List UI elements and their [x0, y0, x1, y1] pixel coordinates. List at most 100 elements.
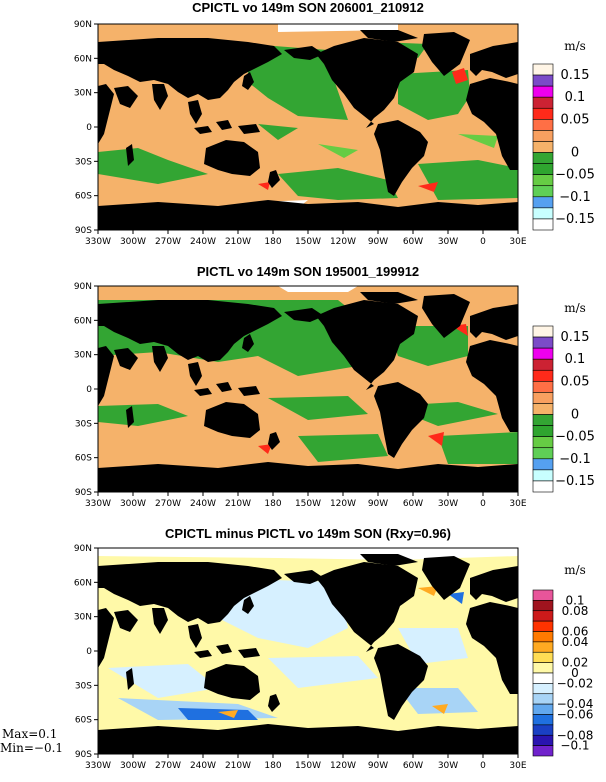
lon-label: 0: [480, 237, 486, 247]
colorbar-label: −0.15: [555, 212, 595, 227]
colorbar-swatch: [532, 96, 554, 109]
panel-3-colorbar: 0.10.08 0.060.04 0.020−0.02 −0.04−0.06 −0.08…: [532, 589, 594, 757]
colorbar-swatch: [532, 325, 554, 338]
colorbar-label: 0: [571, 146, 579, 161]
lat-label: 30S: [75, 419, 92, 429]
lon-label: 180: [264, 499, 281, 509]
colorbar-swatch: [532, 600, 554, 612]
colorbar-swatch: [532, 392, 554, 404]
lon-label: 30E: [509, 237, 526, 247]
lat-label: 90S: [75, 226, 92, 236]
colorbar-swatch: [532, 74, 554, 87]
lon-label: 30W: [438, 761, 458, 771]
colorbar-swatch: [532, 381, 554, 393]
lon-label: 330W: [85, 237, 111, 247]
lat-label: 30N: [74, 351, 92, 361]
lon-label: 240W: [190, 237, 216, 247]
colorbar-label: −0.08: [557, 728, 594, 742]
colorbar-label: 0.1: [565, 352, 586, 367]
lon-label: 60W: [403, 761, 423, 771]
lon-label: 150W: [295, 761, 321, 771]
colorbar-swatch: [532, 130, 554, 142]
colorbar-swatch: [532, 610, 554, 622]
lon-label: 240W: [190, 761, 216, 771]
lat-label: 60S: [75, 454, 92, 464]
colorbar-swatch: [532, 458, 554, 471]
colorbar-swatch: [532, 152, 554, 164]
panel-3-weak-negative: [108, 578, 468, 698]
lon-label: 210W: [225, 499, 251, 509]
panel-3-title: CPICTL minus PICTL vo 149m SON (Rxy=0.96…: [165, 526, 451, 541]
lat-label: 0: [86, 647, 92, 657]
lon-label: 0: [480, 499, 486, 509]
lon-label: 270W: [155, 237, 181, 247]
colorbar-swatch: [532, 163, 554, 175]
colorbar-swatch: [532, 336, 554, 349]
lon-label: 330W: [85, 499, 111, 509]
colorbar-swatch: [532, 672, 554, 684]
max-stat: Max=0.1: [2, 727, 57, 741]
colorbar-label: 0: [571, 408, 579, 423]
lon-label: 180: [264, 237, 281, 247]
lon-label: 90W: [368, 499, 388, 509]
colorbar-label: 0.1: [565, 90, 586, 105]
lon-label: 90W: [368, 237, 388, 247]
colorbar-swatch: [532, 347, 554, 360]
colorbar-swatch: [532, 403, 554, 415]
colorbar-label: 0: [571, 666, 579, 680]
colorbar-label: 0.06: [562, 625, 589, 639]
map-panel-3: CPICTL minus PICTL vo 149m SON (Rxy=0.96…: [97, 526, 594, 757]
colorbar-label: 0.15: [561, 68, 590, 83]
lon-label: 180: [264, 761, 281, 771]
colorbar-swatch: [532, 651, 554, 663]
colorbar-swatch: [532, 620, 554, 632]
lat-label: 30S: [75, 157, 92, 167]
colorbar-label: 0.02: [562, 656, 589, 670]
panel-1-title: CPICTL vo 149m SON 206001_210912: [192, 0, 424, 15]
lat-label: 90N: [74, 282, 92, 292]
lon-label: 150W: [295, 237, 321, 247]
lat-label: 60N: [74, 54, 92, 64]
colorbar-swatch: [532, 447, 554, 460]
lat-label: 60N: [74, 316, 92, 326]
colorbar-label: −0.06: [557, 708, 594, 722]
colorbar-swatch: [532, 745, 554, 757]
lat-label: 30N: [74, 613, 92, 623]
colorbar-label: −0.1: [559, 452, 591, 467]
colorbar-swatch: [532, 714, 554, 726]
colorbar-label: −0.02: [557, 676, 594, 690]
colorbar-swatch: [532, 174, 554, 187]
panel-1-positive-peaks: [258, 68, 468, 192]
lat-label: 90S: [75, 488, 92, 498]
lon-label: 30E: [509, 499, 526, 509]
lon-label: 300W: [120, 237, 146, 247]
panel-3-no-change: [98, 548, 518, 560]
colorbar-swatch: [532, 63, 554, 76]
colorbar-swatch: [532, 196, 554, 209]
panel-2-title: PICTL vo 149m SON 195001_199912: [197, 264, 419, 279]
lon-label: 120W: [330, 499, 356, 509]
colorbar-swatch: [532, 480, 554, 493]
lat-label: 60S: [75, 192, 92, 202]
lon-label: 240W: [190, 499, 216, 509]
panel-2-colorbar: 0.15 0.1 0.05 0 −0.05 −0.1 −0.15: [532, 325, 595, 493]
colorbar-swatch: [532, 369, 554, 382]
colorbar-label: −0.1: [560, 739, 589, 753]
lat-label: 60S: [75, 716, 92, 726]
colorbar-swatch: [532, 693, 554, 705]
lon-label: 60W: [403, 237, 423, 247]
colorbar-label: −0.04: [557, 697, 594, 711]
colorbar-swatch: [532, 641, 554, 653]
lon-label: 270W: [155, 499, 181, 509]
lat-label: 0: [86, 385, 92, 395]
colorbar-swatch: [532, 724, 554, 736]
lon-label: 30E: [509, 761, 526, 771]
colorbar-label: 0.08: [562, 604, 589, 618]
panel-2-unit: m/s: [564, 301, 586, 315]
colorbar-label: −0.05: [555, 430, 595, 445]
lon-label: 120W: [330, 761, 356, 771]
colorbar-label: 0.05: [561, 112, 590, 127]
panel-2-sea-ice: [278, 286, 358, 292]
